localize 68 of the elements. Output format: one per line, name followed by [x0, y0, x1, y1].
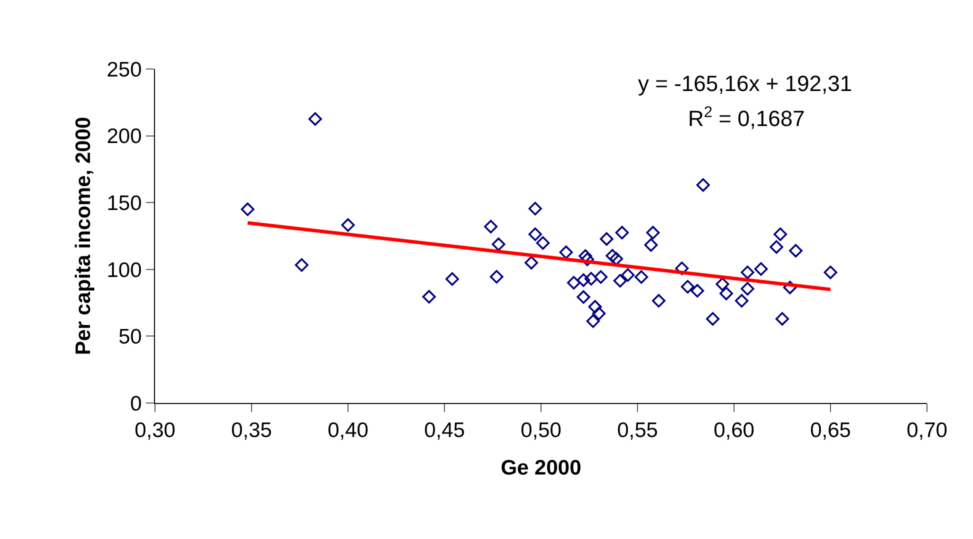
- point: [536, 236, 550, 250]
- point: [341, 218, 355, 232]
- point: [610, 252, 624, 266]
- x-tick-label: 0,30: [134, 419, 176, 442]
- point: [740, 266, 754, 280]
- point: [576, 273, 590, 287]
- y-axis-title: Per capita income, 2000: [72, 116, 95, 356]
- point: [559, 246, 573, 260]
- point: [783, 280, 797, 294]
- point: [774, 228, 788, 242]
- point: [652, 294, 666, 308]
- y-tick-label: 50: [118, 326, 142, 349]
- point: [754, 262, 768, 276]
- y-tick-label: 0: [130, 392, 142, 416]
- point: [646, 226, 660, 240]
- x-tick-label: 0,60: [714, 419, 754, 442]
- point: [594, 270, 608, 284]
- annotation: y = -165,16x + 192,31: [638, 71, 852, 96]
- point: [240, 202, 254, 216]
- point: [644, 238, 658, 252]
- y-tick-label: 250: [106, 58, 142, 82]
- point: [576, 290, 590, 304]
- point: [308, 112, 322, 126]
- point: [606, 249, 620, 263]
- point: [634, 270, 648, 284]
- annotation: R$^{2}$ = 0,1687: [688, 104, 805, 132]
- point: [613, 274, 627, 288]
- point: [776, 312, 789, 326]
- point: [789, 244, 803, 258]
- x-tick-label: 0,55: [617, 419, 658, 442]
- point: [770, 240, 784, 254]
- y-tick-label: 100: [106, 258, 142, 282]
- x-tick-label: 0,40: [328, 419, 368, 442]
- point: [584, 272, 598, 286]
- x-tick-label: 0,65: [810, 419, 851, 442]
- point: [690, 284, 704, 298]
- point: [492, 238, 506, 252]
- point: [740, 282, 754, 296]
- point: [528, 228, 542, 242]
- point: [696, 178, 710, 192]
- point: [524, 256, 538, 270]
- point: [706, 312, 720, 326]
- point: [586, 314, 600, 328]
- point: [680, 280, 694, 294]
- x-tick-label: 0,45: [424, 419, 465, 442]
- point: [675, 262, 689, 276]
- point: [484, 220, 498, 234]
- y-tick-label: 200: [106, 125, 142, 148]
- point: [716, 277, 730, 291]
- x-tick-label: 0,35: [231, 419, 272, 442]
- point: [528, 202, 542, 216]
- point: [621, 268, 635, 282]
- point: [615, 226, 629, 240]
- y-tick-label: 150: [106, 192, 142, 215]
- x-tick-label: 0,70: [906, 419, 948, 442]
- point: [490, 270, 504, 284]
- point: [592, 306, 606, 320]
- x-tick-label: 0,50: [520, 419, 562, 442]
- point: [294, 258, 308, 272]
- point: [824, 266, 838, 280]
- point: [734, 294, 748, 308]
- point: [720, 286, 734, 300]
- point: [600, 232, 614, 246]
- point: [422, 290, 436, 304]
- x-axis-title: Ge 2000: [500, 456, 582, 480]
- point: [567, 276, 581, 290]
- point: [588, 300, 602, 314]
- point: [445, 272, 459, 286]
